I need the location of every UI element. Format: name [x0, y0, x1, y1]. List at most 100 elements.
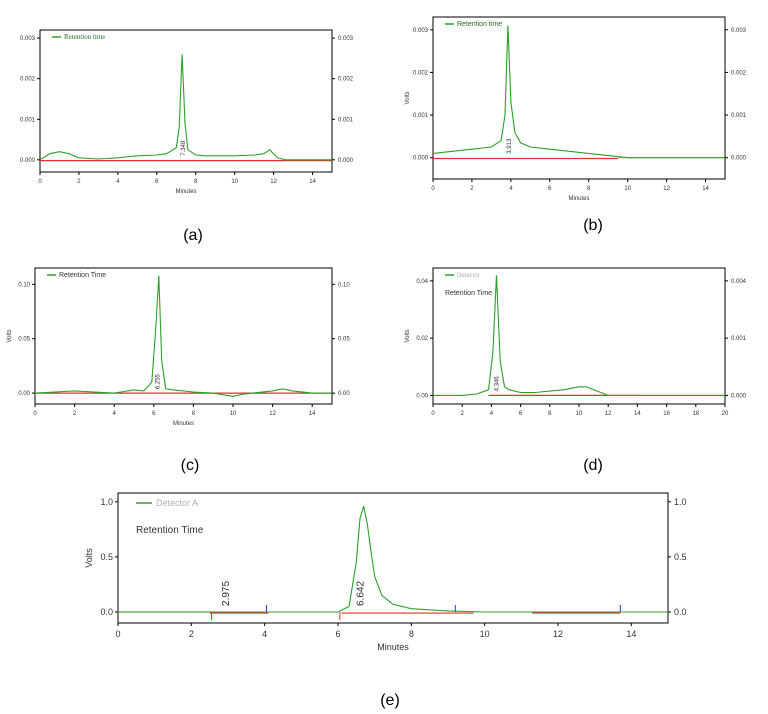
y-tick-label: 0.002: [413, 70, 429, 76]
series-trace: [39, 54, 332, 161]
y-axis-label: Volts: [7, 329, 13, 342]
x-tick-label: 4: [509, 186, 513, 192]
chart-a: 0 2 4 6 8 10 12 14 0.000 0.001 0.002 0.003 0.000 0.00…: [20, 29, 354, 244]
chart-d: 0 2 4 6 8 10 12 14 16 18 20 0.00 0.02 0.04 0.000 0.001 0…: [405, 267, 747, 474]
chart-c: 0 2 4 6 8 10 12 14 0.00 0.05 0.10 0.00 0.05 0.10 Minut…: [7, 267, 350, 474]
series-trace: [433, 275, 725, 396]
plot-frame: [432, 16, 726, 180]
y-tick-label-right: 0.002: [731, 70, 747, 76]
x-tick-label: 10: [624, 186, 631, 192]
legend-entry: Retention time: [64, 33, 105, 41]
panel-caption: (a): [183, 227, 203, 244]
x-tick-label: 8: [194, 179, 198, 185]
x-tick-label: 10: [230, 411, 237, 417]
y-tick-label-right: 1.0: [674, 497, 687, 507]
legend-entry: Retention Time: [445, 290, 492, 297]
y-tick-label: 0.02: [416, 336, 428, 342]
x-tick-label: 0: [115, 629, 120, 639]
x-tick-label: 4: [262, 629, 267, 639]
y-tick-label-right: 0.000: [338, 158, 354, 164]
x-tick-label: 14: [702, 186, 709, 192]
x-tick-label: 6: [519, 411, 523, 417]
y-tick-label: 0.001: [20, 117, 36, 123]
x-axis-label: Minutes: [175, 189, 196, 195]
y-tick-label-right: 0.001: [338, 117, 354, 123]
x-tick-label: 6: [335, 629, 340, 639]
x-tick-label: 6: [548, 186, 552, 192]
legend-entry: Retention time: [457, 21, 502, 28]
plot-frame: [39, 29, 333, 173]
x-tick-label: 8: [192, 411, 196, 417]
x-tick-label: 6: [152, 411, 156, 417]
plot-frame: [117, 492, 669, 624]
y-tick-label: 0.002: [20, 77, 36, 83]
x-tick-label: 2: [189, 629, 194, 639]
y-tick-label-right: 0.001: [731, 336, 747, 342]
peak-label: 3.913: [507, 138, 513, 154]
x-tick-label: 2: [77, 179, 81, 185]
x-tick-label: 2: [470, 186, 474, 192]
y-tick-label: 0.10: [18, 282, 30, 288]
y-tick-label-right: 0.05: [338, 337, 350, 343]
y-tick-label: 0.0: [100, 607, 113, 617]
y-axis-label: Volts: [405, 91, 411, 104]
y-tick-label: 0.003: [20, 36, 36, 42]
x-tick-label: 12: [553, 629, 563, 639]
panel-caption: (d): [583, 457, 603, 474]
y-tick-label: 0.000: [413, 156, 429, 162]
x-tick-label: 18: [692, 411, 699, 417]
x-tick-label: 8: [409, 629, 414, 639]
y-tick-label-right: 0.0: [674, 607, 687, 617]
x-tick-label: 16: [663, 411, 670, 417]
x-tick-label: 4: [113, 411, 117, 417]
x-tick-label: 0: [431, 411, 435, 417]
legend-entry: Detector A: [156, 498, 198, 508]
x-tick-label: 14: [309, 411, 316, 417]
x-tick-label: 12: [270, 179, 277, 185]
x-tick-label: 14: [634, 411, 641, 417]
y-tick-label: 0.5: [100, 552, 113, 562]
peak-label: 4.346: [495, 376, 501, 392]
x-tick-label: 0: [431, 186, 435, 192]
y-tick-label-right: 0.002: [338, 77, 354, 83]
panel-caption: (c): [181, 457, 200, 474]
x-tick-label: 14: [309, 179, 316, 185]
legend-entry: Retention Time: [59, 272, 106, 279]
legend-entry: Retention Time: [136, 525, 204, 536]
y-tick-label: 0.00: [416, 393, 428, 399]
x-tick-label: 2: [461, 411, 465, 417]
series-trace: [432, 25, 725, 159]
y-tick-label-right: 0.00: [338, 391, 350, 397]
y-tick-label: 0.000: [20, 158, 36, 164]
x-tick-label: 12: [663, 186, 670, 192]
x-axis-label: Minutes: [377, 642, 409, 652]
y-tick-label: 0.05: [18, 337, 30, 343]
y-tick-label-right: 0.000: [731, 156, 747, 162]
x-tick-label: 0: [38, 179, 42, 185]
y-tick-label-right: 0.004: [731, 279, 747, 285]
x-tick-label: 0: [33, 411, 37, 417]
peak-label: 6.255: [156, 373, 162, 389]
y-tick-label-right: 0.5: [674, 552, 687, 562]
peak-label: 2.975: [221, 581, 232, 606]
plot-frame: [432, 267, 726, 405]
x-tick-label: 10: [480, 629, 490, 639]
plot-frame: [34, 267, 333, 405]
y-tick-label-right: 0.000: [731, 393, 747, 399]
y-tick-label: 0.00: [18, 391, 30, 397]
x-tick-label: 10: [231, 179, 238, 185]
y-axis-label: Volts: [405, 329, 411, 342]
x-axis-label: Minutes: [568, 196, 589, 202]
y-tick-label: 0.04: [416, 279, 428, 285]
x-tick-label: 8: [587, 186, 591, 192]
y-tick-label-right: 0.003: [731, 28, 747, 34]
x-tick-label: 6: [155, 179, 159, 185]
peak-label: 6.642: [356, 581, 367, 606]
y-tick-label-right: 0.10: [338, 282, 350, 288]
y-tick-label: 1.0: [100, 497, 113, 507]
y-tick-label: 0.001: [413, 113, 429, 119]
legend-entry: Detector: [457, 273, 480, 279]
x-tick-label: 4: [490, 411, 494, 417]
chart-b: 0 2 4 6 8 10 12 14 0.000 0.001 0.002 0.003 0.000 0.00…: [405, 16, 747, 234]
x-tick-label: 12: [605, 411, 612, 417]
